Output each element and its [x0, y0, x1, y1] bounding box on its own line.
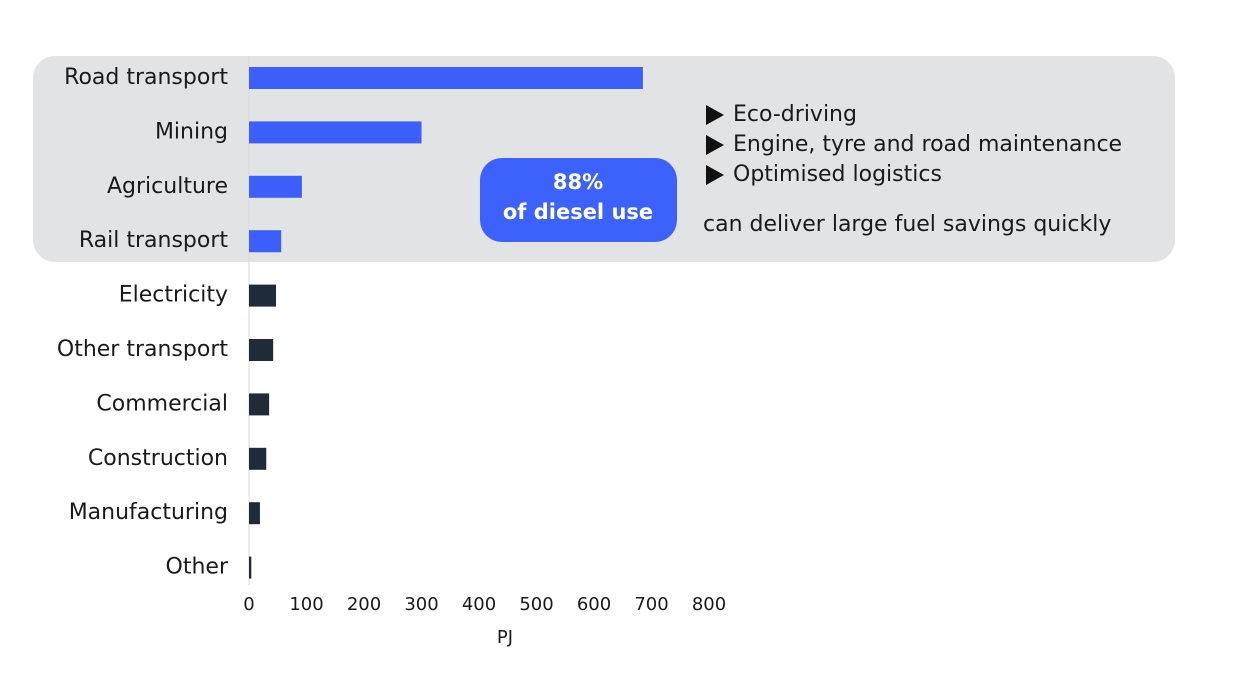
- y-tick-label: Commercial: [96, 391, 228, 416]
- y-tick-label: Road transport: [64, 65, 228, 90]
- bar: [249, 393, 270, 416]
- y-tick-label: Rail transport: [79, 228, 229, 253]
- bar: [249, 230, 282, 253]
- bar: [249, 556, 252, 579]
- bar: [249, 502, 260, 525]
- badge-value: 88%: [553, 170, 603, 194]
- bullet-text: Eco-driving: [733, 102, 857, 127]
- y-tick-label: Agriculture: [107, 174, 228, 199]
- x-tick-label: 500: [519, 594, 553, 615]
- bullet-text: Optimised logistics: [733, 162, 942, 187]
- badge-box: [480, 158, 677, 242]
- y-tick-label: Mining: [155, 119, 228, 144]
- bar: [249, 67, 643, 89]
- x-tick-label: 300: [404, 594, 438, 615]
- x-axis-label: PJ: [497, 627, 513, 648]
- badge-text: of diesel use: [503, 200, 653, 224]
- x-tick-label: 600: [577, 594, 611, 615]
- y-tick-label: Other: [166, 555, 229, 580]
- x-tick-label: 0: [243, 594, 254, 615]
- bar: [249, 284, 277, 307]
- x-tick-label: 700: [634, 594, 668, 615]
- note-text: can deliver large fuel savings quickly: [703, 212, 1111, 237]
- bullet-arrow: [706, 135, 724, 155]
- bullet-text: Engine, tyre and road maintenance: [733, 132, 1122, 157]
- bullet-arrow: [706, 165, 724, 185]
- y-tick-label: Construction: [88, 446, 228, 471]
- y-tick-label: Other transport: [57, 337, 228, 362]
- bar: [249, 121, 422, 144]
- y-tick-label: Manufacturing: [69, 500, 228, 525]
- bar: [249, 447, 267, 470]
- bar: [249, 175, 302, 198]
- x-tick-label: 800: [692, 594, 726, 615]
- bullet-arrow: [706, 105, 724, 125]
- y-tick-label: Electricity: [119, 283, 228, 308]
- x-tick-label: 200: [347, 594, 381, 615]
- x-tick-label: 400: [462, 594, 496, 615]
- x-tick-label: 100: [289, 594, 323, 615]
- bar: [249, 339, 274, 361]
